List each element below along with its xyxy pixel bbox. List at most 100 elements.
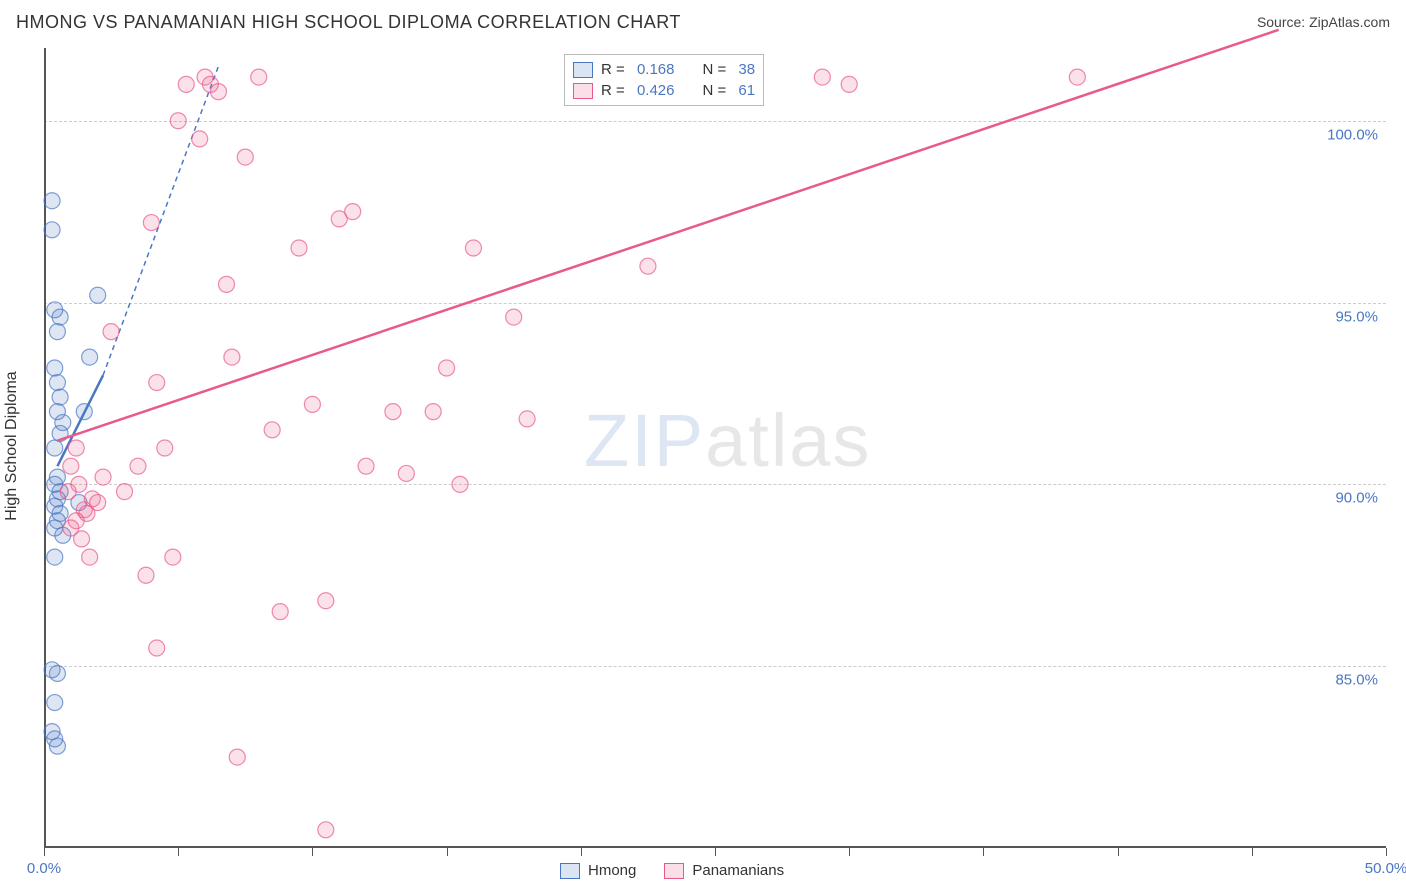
r-label: R = <box>601 61 629 78</box>
scatter-point <box>224 349 240 365</box>
scatter-point <box>82 549 98 565</box>
scatter-point <box>90 287 106 303</box>
scatter-point <box>49 324 65 340</box>
scatter-point <box>90 495 106 511</box>
legend-label: Hmong <box>588 862 636 879</box>
scatter-point <box>219 276 235 292</box>
r-value: 0.168 <box>637 61 675 78</box>
x-tick <box>983 848 984 856</box>
scatter-point <box>178 76 194 92</box>
legend-swatch <box>573 83 593 99</box>
scatter-point <box>143 215 159 231</box>
scatter-point <box>1069 69 1085 85</box>
legend-stat-row: R = 0.168 N = 38 <box>573 59 755 80</box>
scatter-point <box>74 531 90 547</box>
x-tick-label: 50.0% <box>1365 860 1406 877</box>
scatter-point <box>130 458 146 474</box>
x-tick <box>715 848 716 856</box>
x-tick <box>178 848 179 856</box>
x-tick <box>1118 848 1119 856</box>
y-tick-label: 85.0% <box>1333 672 1380 689</box>
legend-label: Panamanians <box>692 862 784 879</box>
x-tick <box>312 848 313 856</box>
trend-extension <box>103 66 218 375</box>
scatter-point <box>47 440 63 456</box>
scatter-point <box>425 404 441 420</box>
scatter-point <box>192 131 208 147</box>
scatter-svg <box>44 48 1386 848</box>
n-value: 61 <box>738 82 755 99</box>
legend-stats: R = 0.168 N = 38 R = 0.426N = 61 <box>564 54 764 106</box>
legend-swatch <box>573 62 593 78</box>
scatter-point <box>52 389 68 405</box>
n-label: N = <box>702 82 730 99</box>
y-tick-label: 90.0% <box>1333 490 1380 507</box>
scatter-point <box>47 360 63 376</box>
scatter-point <box>60 484 76 500</box>
scatter-point <box>44 222 60 238</box>
scatter-point <box>47 549 63 565</box>
scatter-point <box>157 440 173 456</box>
scatter-point <box>272 604 288 620</box>
x-tick <box>1252 848 1253 856</box>
scatter-point <box>138 567 154 583</box>
scatter-point <box>149 640 165 656</box>
scatter-point <box>49 738 65 754</box>
scatter-point <box>291 240 307 256</box>
x-tick <box>44 848 45 856</box>
scatter-point <box>149 375 165 391</box>
scatter-point <box>640 258 656 274</box>
legend-item: Hmong <box>560 862 636 879</box>
scatter-point <box>318 822 334 838</box>
scatter-point <box>506 309 522 325</box>
scatter-point <box>68 440 84 456</box>
scatter-point <box>210 84 226 100</box>
x-tick <box>447 848 448 856</box>
legend-item: Panamanians <box>664 862 784 879</box>
scatter-point <box>385 404 401 420</box>
scatter-point <box>318 593 334 609</box>
x-tick <box>849 848 850 856</box>
scatter-point <box>170 113 186 129</box>
scatter-point <box>165 549 181 565</box>
scatter-point <box>95 469 111 485</box>
scatter-point <box>49 665 65 681</box>
legend-swatch <box>560 863 580 879</box>
scatter-point <box>44 193 60 209</box>
source-name: ZipAtlas.com <box>1309 14 1390 30</box>
legend-swatch <box>664 863 684 879</box>
y-tick-label: 95.0% <box>1333 308 1380 325</box>
source-label: Source: ZipAtlas.com <box>1257 14 1390 30</box>
scatter-point <box>47 695 63 711</box>
legend-series: Hmong Panamanians <box>560 862 784 879</box>
y-axis-label: High School Diploma <box>3 371 21 520</box>
chart-title: HMONG VS PANAMANIAN HIGH SCHOOL DIPLOMA … <box>16 12 681 33</box>
scatter-point <box>398 465 414 481</box>
scatter-point <box>237 149 253 165</box>
scatter-point <box>103 324 119 340</box>
x-tick-label: 0.0% <box>27 860 61 877</box>
x-tick <box>1386 848 1387 856</box>
scatter-point <box>264 422 280 438</box>
r-label: R = <box>601 82 629 99</box>
scatter-point <box>63 458 79 474</box>
scatter-point <box>814 69 830 85</box>
scatter-point <box>358 458 374 474</box>
source-prefix: Source: <box>1257 14 1309 30</box>
scatter-point <box>304 396 320 412</box>
scatter-point <box>82 349 98 365</box>
scatter-point <box>229 749 245 765</box>
legend-stat-row: R = 0.426N = 61 <box>573 80 755 101</box>
n-label: N = <box>702 61 730 78</box>
scatter-point <box>519 411 535 427</box>
scatter-point <box>117 484 133 500</box>
scatter-point <box>439 360 455 376</box>
scatter-point <box>465 240 481 256</box>
x-tick <box>581 848 582 856</box>
y-tick-label: 100.0% <box>1325 126 1380 143</box>
plot-area: ZIPatlas R = 0.168N = 38R = 0.426N = 61 … <box>44 48 1386 848</box>
scatter-point <box>49 375 65 391</box>
n-value: 38 <box>738 61 755 78</box>
scatter-point <box>452 476 468 492</box>
scatter-point <box>52 309 68 325</box>
